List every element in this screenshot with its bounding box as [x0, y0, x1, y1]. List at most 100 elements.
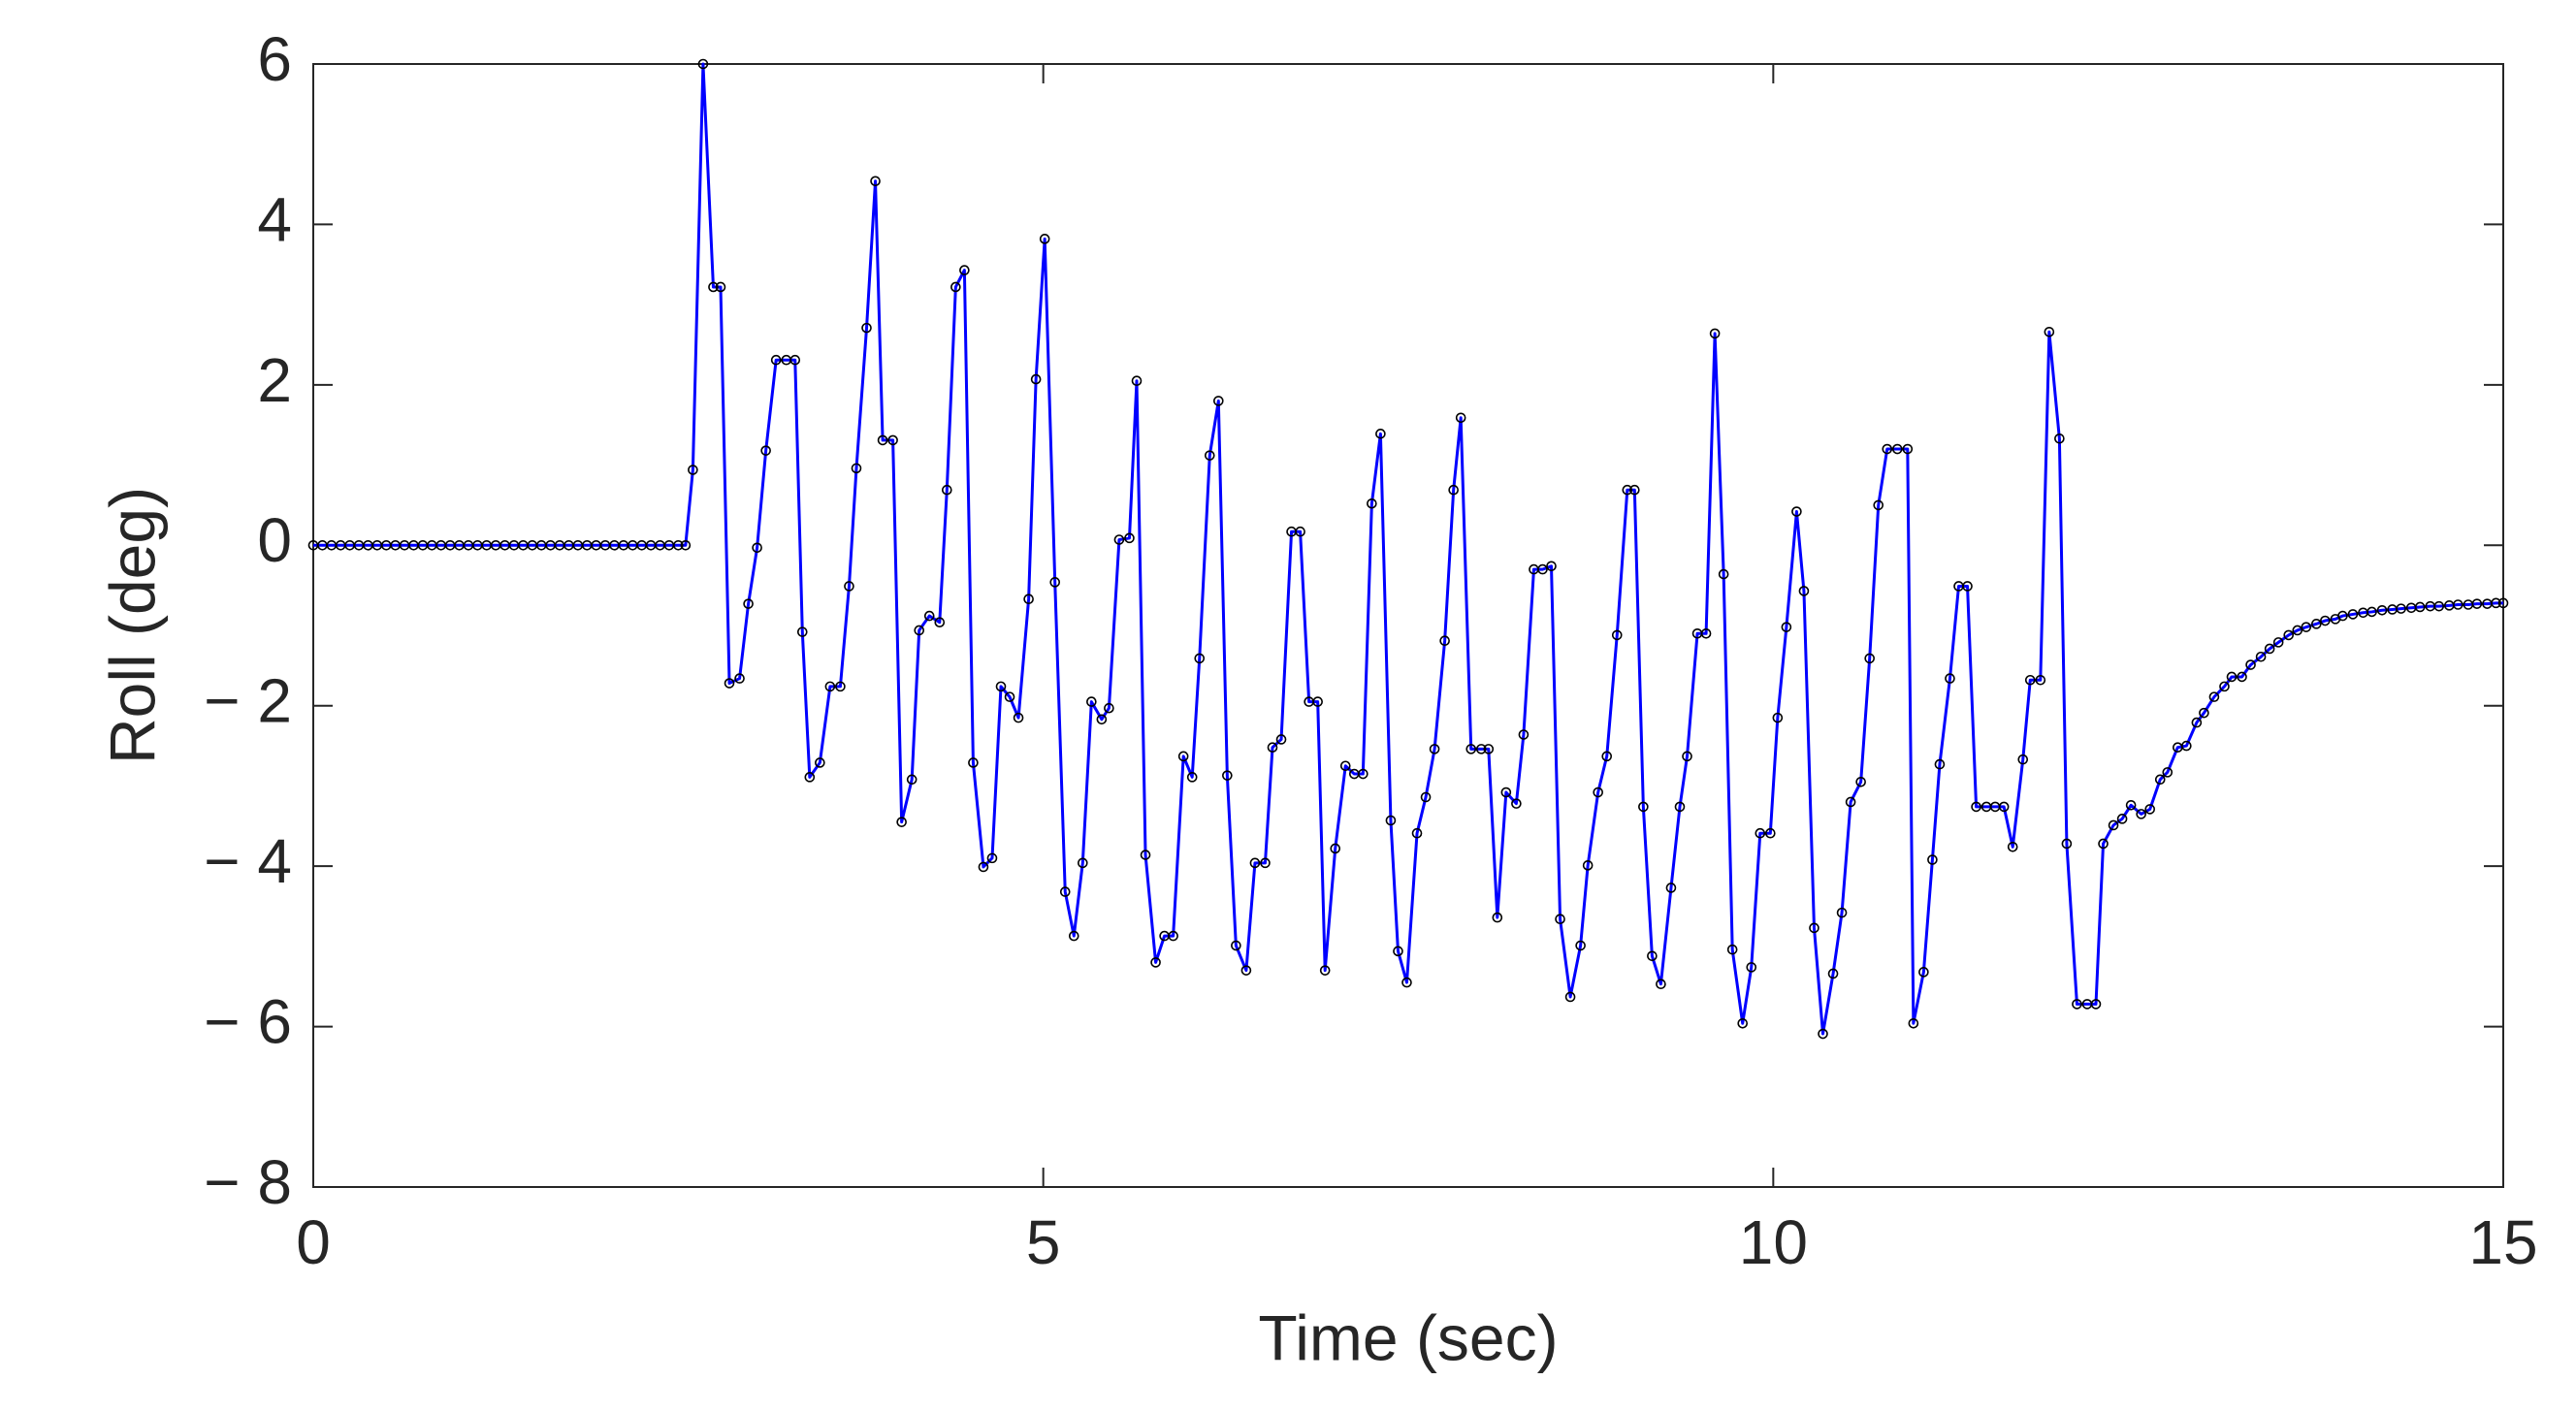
- data-point: [1420, 791, 1432, 803]
- data-point: [1004, 691, 1015, 702]
- data-point: [2024, 674, 2036, 686]
- data-point: [1682, 751, 1692, 762]
- data-point: [1555, 914, 1565, 925]
- data-point: [1049, 577, 1061, 588]
- data-point: [906, 774, 918, 786]
- data-point: [680, 539, 692, 551]
- data-point: [1131, 375, 1143, 387]
- data-point: [1918, 967, 1929, 978]
- data-point: [914, 625, 925, 636]
- data-point: [887, 434, 898, 446]
- data-point: [1593, 786, 1603, 798]
- data-point: [870, 176, 881, 187]
- data-point: [1518, 729, 1530, 740]
- data-point: [942, 484, 952, 496]
- data-point: [1902, 443, 1914, 455]
- data-point: [1039, 234, 1050, 244]
- data-point: [1998, 801, 2010, 813]
- y-tick-label: 0: [257, 505, 292, 575]
- data-point: [1194, 653, 1206, 664]
- data-point: [1177, 751, 1189, 762]
- data-point: [2136, 809, 2146, 819]
- data-point: [1030, 373, 1042, 385]
- data-point: [1448, 484, 1459, 496]
- data-point: [1575, 940, 1586, 951]
- data-point: [2245, 659, 2256, 670]
- data-point: [1140, 850, 1151, 860]
- data-point: [2347, 609, 2359, 620]
- data-point: [1564, 991, 1576, 1003]
- data-point: [1150, 957, 1161, 968]
- data-point: [734, 673, 745, 684]
- data-point: [1647, 950, 1658, 962]
- data-point: [968, 757, 979, 768]
- data-point: [1113, 534, 1125, 545]
- data-point: [1765, 827, 1776, 839]
- data-point: [2264, 643, 2275, 655]
- data-point: [1168, 930, 1178, 942]
- data-point: [1611, 629, 1623, 641]
- data-point: [1240, 965, 1252, 976]
- data-point: [697, 58, 709, 70]
- data-point: [2491, 597, 2501, 609]
- data-point: [1275, 734, 1287, 745]
- data-point: [1873, 499, 1884, 511]
- data-point: [950, 281, 961, 293]
- data-point: [959, 265, 970, 275]
- data-point: [1665, 882, 1677, 893]
- data-point: [1068, 930, 1079, 942]
- data-point: [1411, 827, 1423, 839]
- data-point: [1934, 758, 1946, 770]
- data-point: [688, 465, 698, 475]
- data-point: [1367, 497, 1377, 509]
- data-point: [1455, 412, 1466, 424]
- data-point: [1656, 979, 1666, 990]
- data-point: [2191, 717, 2203, 728]
- data-point: [1891, 443, 1903, 455]
- data-point: [1385, 815, 1397, 826]
- data-point: [1330, 843, 1341, 854]
- x-axis-title: Time (sec): [1258, 1301, 1558, 1373]
- data-point: [2208, 691, 2220, 702]
- data-point: [1674, 801, 1686, 813]
- data-point: [1319, 965, 1331, 976]
- data-point: [1429, 744, 1440, 754]
- data-point: [1213, 396, 1224, 406]
- data-point: [1186, 772, 1198, 783]
- data-point: [1601, 751, 1613, 762]
- x-tick-label: 15: [2468, 1207, 2537, 1277]
- data-point: [1013, 712, 1024, 723]
- x-tick-label: 0: [296, 1207, 331, 1277]
- data-point: [673, 539, 684, 551]
- y-tick-label: 4: [257, 184, 292, 254]
- data-point: [1622, 484, 1633, 496]
- data-point: [2226, 671, 2238, 683]
- data-point: [2272, 637, 2284, 648]
- data-point: [2054, 433, 2065, 444]
- data-point: [796, 626, 808, 637]
- data-point: [835, 681, 846, 692]
- data-point: [2497, 597, 2509, 609]
- data-point: [851, 463, 862, 474]
- y-tick-label: 2: [257, 345, 292, 415]
- data-point: [1709, 328, 1721, 339]
- data-point: [2367, 606, 2377, 618]
- data-point: [1500, 786, 1512, 798]
- data-point: [2125, 799, 2137, 811]
- data-point: [1827, 968, 1839, 979]
- y-tick-label: − 4: [204, 826, 292, 896]
- data-point: [1772, 712, 1784, 723]
- data-point: [1086, 696, 1097, 707]
- data-point: [1439, 635, 1450, 647]
- data-point: [1204, 450, 1215, 461]
- data-point: [2044, 326, 2055, 337]
- plot-frame: [312, 63, 2504, 1188]
- data-point: [1836, 907, 1848, 918]
- data-point: [2007, 841, 2018, 852]
- data-point: [995, 681, 1007, 692]
- data-point: [1358, 768, 1368, 780]
- data-point: [1249, 857, 1261, 869]
- data-point: [1818, 1028, 1828, 1040]
- data-point: [2433, 600, 2445, 612]
